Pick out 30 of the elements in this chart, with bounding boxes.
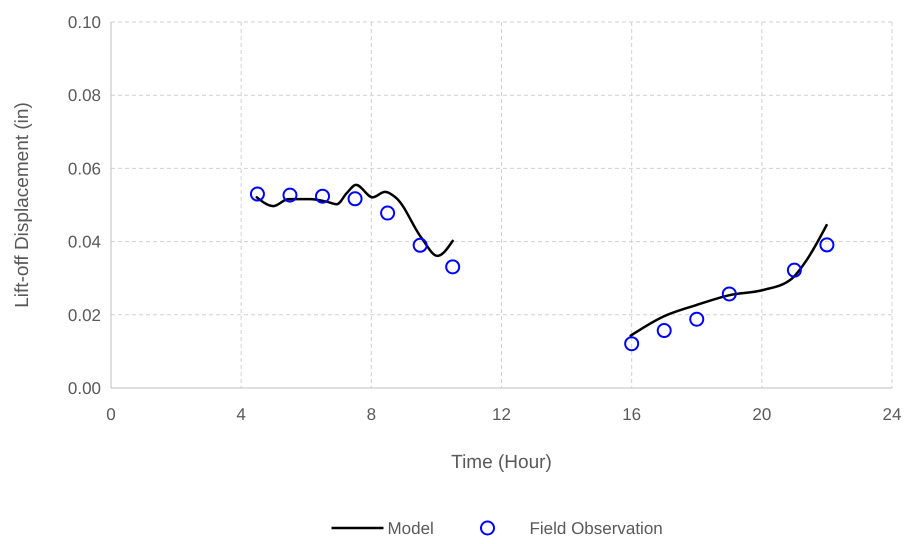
x-tick-label: 12 bbox=[492, 405, 511, 424]
point bbox=[445, 259, 460, 274]
y-tick-label: 0.08 bbox=[68, 86, 101, 106]
x-axis-title: Time (Hour) bbox=[451, 452, 552, 473]
y-tick-label: 0.10 bbox=[68, 13, 101, 32]
legend-label: Model bbox=[388, 519, 434, 538]
point bbox=[819, 237, 834, 252]
point bbox=[380, 206, 396, 221]
x-tick-label: 0 bbox=[106, 405, 116, 424]
y-tick-label: 0.06 bbox=[68, 159, 101, 178]
point bbox=[315, 188, 330, 204]
y-axis-title: Lift-off Displacement (in) bbox=[12, 102, 33, 308]
point bbox=[689, 312, 704, 327]
x-tick-label: 4 bbox=[236, 405, 246, 424]
point bbox=[282, 188, 298, 203]
point bbox=[786, 262, 802, 278]
y-tick-label: 0.00 bbox=[68, 379, 101, 398]
point bbox=[348, 191, 363, 206]
point bbox=[412, 238, 428, 253]
x-tick-label: 24 bbox=[882, 405, 902, 424]
point bbox=[624, 336, 640, 352]
point bbox=[250, 186, 265, 202]
point bbox=[722, 286, 737, 302]
x-tick-label: 20 bbox=[752, 405, 772, 424]
y-tick-label: 0.02 bbox=[68, 306, 101, 325]
x-tick-label: 8 bbox=[366, 405, 376, 424]
point bbox=[656, 323, 672, 338]
y-tick-label: 0.04 bbox=[68, 232, 101, 252]
legend-label: Field Observation bbox=[530, 519, 663, 538]
x-tick-label: 16 bbox=[622, 405, 642, 424]
